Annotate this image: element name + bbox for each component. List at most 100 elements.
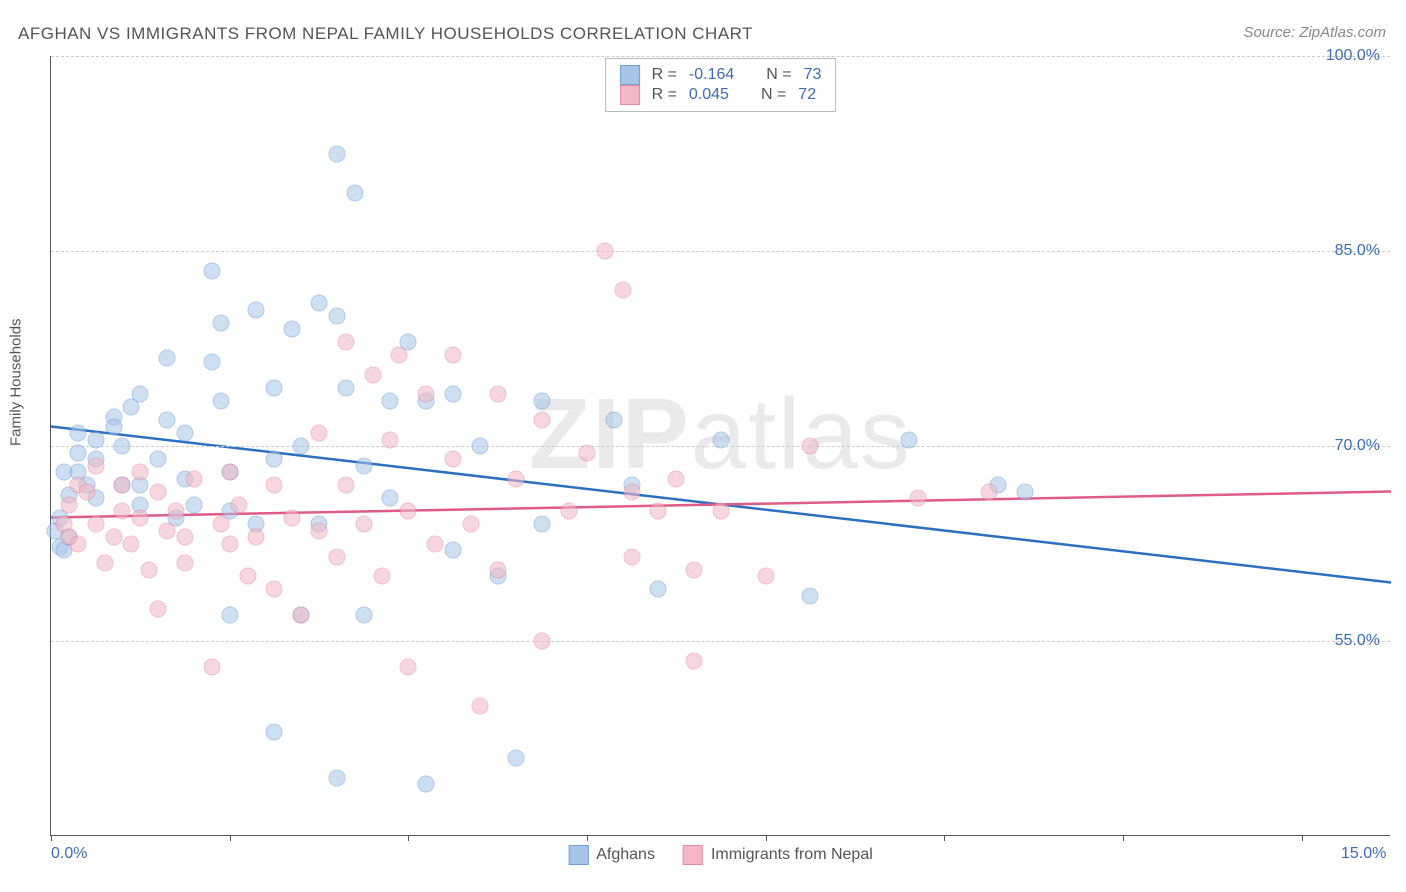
gridline [51, 56, 1390, 57]
data-point [150, 451, 167, 468]
data-point [418, 776, 435, 793]
data-point [311, 425, 328, 442]
legend-item-nepal: Immigrants from Nepal [683, 845, 873, 865]
data-point [686, 561, 703, 578]
data-point [114, 438, 131, 455]
data-point [534, 633, 551, 650]
swatch-afghans-icon [568, 845, 588, 865]
data-point [418, 386, 435, 403]
data-point [596, 243, 613, 260]
data-point [159, 412, 176, 429]
y-axis-label: Family Households [8, 318, 25, 446]
data-point [248, 301, 265, 318]
data-point [203, 659, 220, 676]
data-point [471, 698, 488, 715]
data-point [87, 457, 104, 474]
data-point [105, 418, 122, 435]
y-tick-label: 85.0% [1335, 242, 1380, 260]
x-tick [1302, 835, 1303, 841]
data-point [713, 431, 730, 448]
data-point [1016, 483, 1033, 500]
data-point [105, 529, 122, 546]
data-point [445, 386, 462, 403]
data-point [212, 392, 229, 409]
data-point [337, 334, 354, 351]
data-point [266, 724, 283, 741]
data-point [293, 607, 310, 624]
data-point [355, 457, 372, 474]
data-point [114, 477, 131, 494]
data-point [239, 568, 256, 585]
data-point [668, 470, 685, 487]
data-point [177, 529, 194, 546]
data-point [373, 568, 390, 585]
data-point [248, 529, 265, 546]
data-point [757, 568, 774, 585]
data-point [623, 483, 640, 500]
data-point [462, 516, 479, 533]
data-point [561, 503, 578, 520]
data-point [489, 561, 506, 578]
data-point [132, 509, 149, 526]
data-point [650, 503, 667, 520]
data-point [713, 503, 730, 520]
data-point [445, 542, 462, 559]
gridline [51, 641, 1390, 642]
data-point [686, 652, 703, 669]
x-tick-label: 0.0% [51, 845, 87, 863]
data-point [802, 587, 819, 604]
data-point [150, 483, 167, 500]
data-point [114, 503, 131, 520]
data-point [87, 516, 104, 533]
data-point [355, 516, 372, 533]
data-point [266, 477, 283, 494]
data-point [203, 353, 220, 370]
data-point [311, 522, 328, 539]
data-point [391, 347, 408, 364]
data-point [337, 379, 354, 396]
data-point [177, 555, 194, 572]
data-point [78, 483, 95, 500]
data-point [507, 470, 524, 487]
data-point [445, 347, 462, 364]
x-tick [408, 835, 409, 841]
data-point [293, 438, 310, 455]
data-point [311, 295, 328, 312]
data-point [579, 444, 596, 461]
data-point [534, 412, 551, 429]
data-point [221, 464, 238, 481]
data-point [132, 386, 149, 403]
data-point [221, 607, 238, 624]
data-point [328, 308, 345, 325]
data-point [507, 750, 524, 767]
data-point [614, 282, 631, 299]
data-point [185, 470, 202, 487]
data-point [230, 496, 247, 513]
data-point [909, 490, 926, 507]
data-point [141, 561, 158, 578]
x-tick [1123, 835, 1124, 841]
data-point [328, 769, 345, 786]
swatch-nepal-icon [683, 845, 703, 865]
y-tick-label: 70.0% [1335, 437, 1380, 455]
data-point [69, 444, 86, 461]
plot-area: ZIPatlas R = -0.164 N = 73 R = 0.045 N =… [50, 56, 1390, 836]
data-point [159, 522, 176, 539]
data-point [177, 425, 194, 442]
data-point [981, 483, 998, 500]
x-tick [944, 835, 945, 841]
data-point [328, 548, 345, 565]
data-point [534, 516, 551, 533]
data-point [266, 451, 283, 468]
data-point [221, 535, 238, 552]
source-label: Source: ZipAtlas.com [1243, 24, 1386, 41]
data-point [150, 600, 167, 617]
gridline [51, 251, 1390, 252]
data-point [284, 321, 301, 338]
bottom-legend: Afghans Immigrants from Nepal [568, 845, 873, 865]
y-tick-label: 55.0% [1335, 632, 1380, 650]
chart-title: AFGHAN VS IMMIGRANTS FROM NEPAL FAMILY H… [18, 24, 753, 44]
data-point [605, 412, 622, 429]
legend-item-afghans: Afghans [568, 845, 655, 865]
data-point [400, 659, 417, 676]
